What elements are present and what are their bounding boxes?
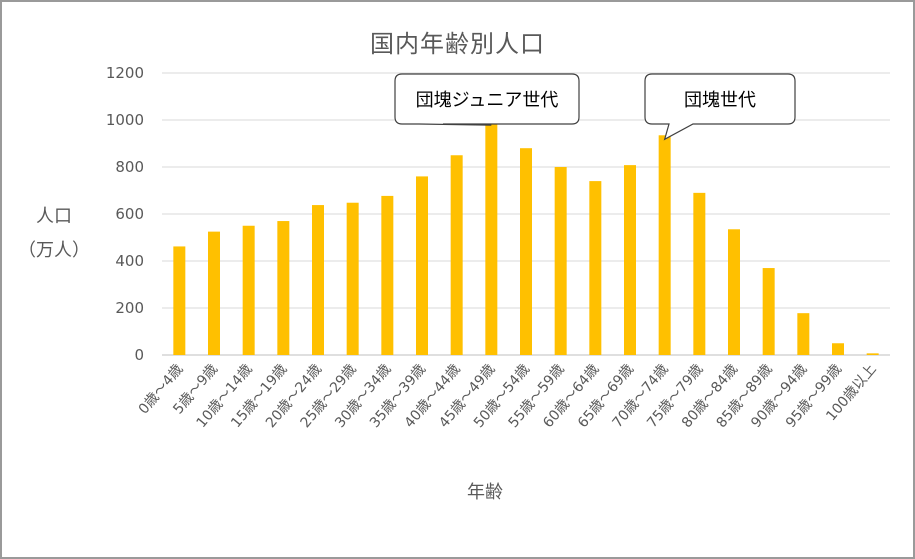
callout-box: [644, 73, 796, 141]
bar: [208, 231, 220, 355]
y-tick-label: 800: [115, 158, 144, 176]
x-axis-label: 年齢: [467, 482, 503, 503]
bar: [762, 268, 775, 355]
bar: [832, 343, 844, 355]
y-tick-label: 400: [115, 252, 144, 270]
bar: [728, 229, 740, 355]
callout-box: [394, 73, 580, 126]
y-tick-labels: 0 200 400 600 800 1000 1200: [106, 64, 144, 364]
callout-label: 団塊世代: [684, 90, 756, 111]
y-axis-label-line2: （万人）: [18, 240, 90, 261]
y-tick-label: 1200: [106, 64, 144, 82]
callouts: 団塊ジュニア世代 団塊世代: [394, 73, 796, 141]
x-tick-labels: 0歳～4歳5歳～9歳10歳～14歳15歳～19歳20歳～24歳25歳～29歳30…: [136, 361, 880, 431]
y-tick-label: 0: [134, 346, 144, 364]
bar: [624, 165, 636, 355]
y-tick-label: 600: [115, 205, 144, 223]
bar: [866, 353, 879, 355]
bar: [485, 121, 498, 355]
y-axis-label-line1: 人口: [36, 206, 72, 227]
bar: [312, 205, 324, 355]
callout-label: 団塊ジュニア世代: [416, 90, 559, 111]
bar: [242, 225, 255, 355]
bar: [554, 167, 567, 355]
bar: [416, 176, 428, 355]
bar: [520, 148, 532, 355]
y-tick-label: 1000: [106, 111, 144, 129]
bar: [693, 192, 706, 355]
bar: [450, 155, 463, 355]
chart-title: 国内年齢別人口: [370, 30, 545, 58]
bar: [797, 313, 810, 355]
bar: [346, 202, 359, 355]
bar: [589, 181, 602, 355]
bar: [173, 246, 186, 355]
bars: [173, 121, 879, 355]
y-axis-label: 人口 （万人）: [14, 200, 94, 268]
bar: [381, 195, 394, 355]
bar: [658, 135, 671, 355]
bar: [277, 221, 290, 355]
y-tick-label: 200: [115, 299, 144, 317]
